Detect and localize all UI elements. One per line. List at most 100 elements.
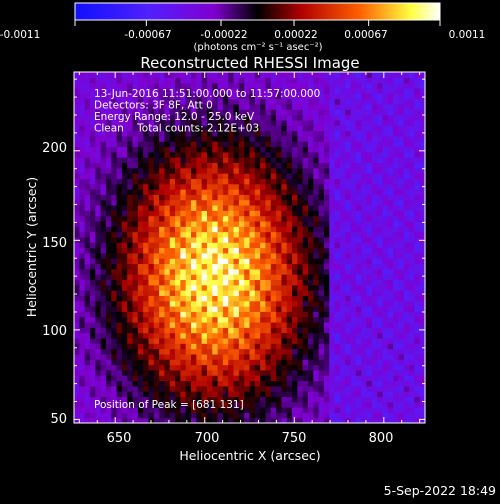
- heatmap-cell: [175, 141, 181, 148]
- heatmap-cell: [377, 385, 384, 392]
- heatmap-cell: [371, 252, 378, 259]
- heatmap-cell: [387, 412, 394, 419]
- heatmap-cell: [276, 359, 283, 366]
- heatmap-cell: [153, 82, 160, 89]
- heatmap-cell: [206, 380, 213, 387]
- heatmap-cell: [175, 268, 181, 275]
- heatmap-cell: [398, 353, 405, 360]
- heatmap-cell: [329, 151, 336, 158]
- heatmap-cell: [153, 321, 160, 328]
- heatmap-cell: [398, 348, 405, 355]
- heatmap-cell: [132, 82, 139, 89]
- heatmap-cell: [175, 125, 181, 132]
- heatmap-cell: [175, 359, 181, 366]
- heatmap-cell: [345, 300, 352, 307]
- heatmap-cell: [164, 401, 171, 408]
- heatmap-cell: [100, 396, 107, 403]
- heatmap-cell: [74, 109, 80, 116]
- heatmap-cell: [371, 114, 378, 121]
- heatmap-cell: [345, 268, 352, 275]
- heatmap-cell: [281, 369, 288, 376]
- heatmap-cell: [217, 279, 224, 286]
- heatmap-cell: [159, 279, 166, 286]
- heatmap-cell: [169, 412, 176, 419]
- heatmap-cell: [377, 279, 384, 286]
- heatmap-cell: [196, 417, 203, 423]
- heatmap-cell: [153, 247, 160, 254]
- heatmap-cell: [121, 417, 128, 423]
- heatmap-cell: [201, 247, 208, 254]
- heatmap-cell: [249, 279, 256, 286]
- heatmap-cell: [84, 306, 91, 312]
- heatmap-cell: [95, 210, 102, 217]
- heatmap-cell: [153, 364, 160, 371]
- heatmap-cell: [89, 87, 96, 94]
- heatmap-cell: [100, 274, 107, 281]
- heatmap-cell: [276, 353, 283, 360]
- heatmap-cell: [212, 77, 219, 84]
- heatmap-cell: [361, 146, 368, 153]
- heatmap-cell: [127, 220, 134, 227]
- heatmap-cell: [286, 348, 293, 355]
- heatmap-cell: [74, 321, 80, 328]
- heatmap-cell: [74, 178, 80, 185]
- heatmap-cell: [334, 119, 341, 126]
- heatmap-cell: [355, 204, 362, 211]
- heatmap-cell: [297, 364, 304, 371]
- heatmap-cell: [276, 199, 283, 206]
- heatmap-cell: [127, 279, 134, 286]
- heatmap-cell: [292, 380, 298, 387]
- heatmap-cell: [297, 183, 304, 190]
- heatmap-cell: [382, 316, 389, 323]
- heatmap-cell: [228, 290, 235, 296]
- heatmap-cell: [414, 274, 421, 281]
- heatmap-cell: [254, 119, 261, 126]
- heatmap-cell: [222, 215, 229, 222]
- heatmap-cell: [393, 263, 400, 270]
- heatmap-cell: [164, 210, 171, 217]
- heatmap-cell: [79, 199, 86, 206]
- heatmap-cell: [361, 135, 368, 142]
- heatmap-cell: [233, 348, 240, 355]
- heatmap-cell: [74, 252, 80, 259]
- heatmap-cell: [121, 385, 128, 392]
- heatmap-cell: [217, 417, 224, 423]
- heatmap-cell: [121, 77, 128, 84]
- heatmap-cell: [116, 93, 123, 100]
- heatmap-cell: [89, 274, 96, 281]
- heatmap-cell: [111, 204, 118, 211]
- heatmap-cell: [350, 295, 357, 302]
- heatmap-cell: [387, 226, 394, 233]
- heatmap-cell: [127, 263, 134, 270]
- heatmap-cell: [79, 407, 86, 413]
- heatmap-cell: [281, 194, 288, 201]
- heatmap-cell: [318, 72, 325, 78]
- heatmap-cell: [281, 412, 288, 419]
- heatmap-cell: [217, 98, 224, 105]
- heatmap-cell: [89, 130, 96, 137]
- heatmap-cell: [281, 290, 288, 296]
- heatmap-cell: [180, 210, 187, 217]
- heatmap-cell: [185, 247, 192, 254]
- heatmap-cell: [419, 173, 425, 179]
- heatmap-cell: [84, 135, 91, 142]
- heatmap-cell: [292, 327, 298, 334]
- heatmap-cell: [127, 236, 134, 243]
- heatmap-cell: [121, 178, 128, 185]
- heatmap-cell: [366, 72, 373, 78]
- heatmap-cell: [233, 151, 240, 158]
- heatmap-cell: [105, 242, 112, 249]
- heatmap-cell: [212, 215, 219, 222]
- heatmap-cell: [233, 311, 240, 318]
- heatmap-cell: [175, 306, 181, 312]
- heatmap-cell: [201, 380, 208, 387]
- heatmap-cell: [244, 300, 251, 307]
- heatmap-cell: [89, 359, 96, 366]
- heatmap-cell: [233, 231, 240, 238]
- heatmap-cell: [137, 162, 144, 169]
- heatmap-cell: [414, 93, 421, 100]
- heatmap-cell: [244, 157, 251, 164]
- heatmap-cell: [185, 103, 192, 110]
- heatmap-cell: [419, 114, 425, 121]
